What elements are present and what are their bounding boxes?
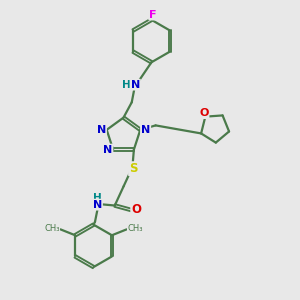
Text: CH₃: CH₃: [128, 224, 143, 233]
Text: S: S: [129, 162, 137, 175]
Text: N: N: [131, 80, 140, 90]
Text: F: F: [149, 10, 157, 20]
Text: N: N: [141, 125, 150, 135]
Text: CH₃: CH₃: [44, 224, 60, 233]
Text: H: H: [93, 193, 102, 203]
Text: N: N: [93, 200, 102, 210]
Text: H: H: [122, 80, 131, 90]
Text: O: O: [131, 203, 141, 216]
Text: N: N: [97, 125, 106, 135]
Text: O: O: [199, 108, 208, 118]
Text: N: N: [103, 145, 112, 154]
